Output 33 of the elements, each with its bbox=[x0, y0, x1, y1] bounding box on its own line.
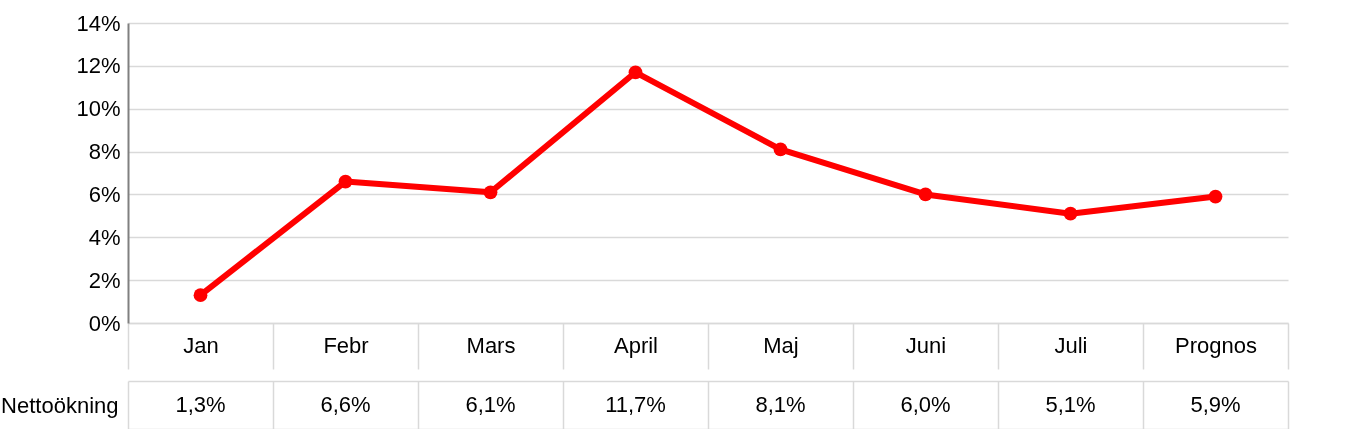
y-tick-label: 4% bbox=[88, 224, 121, 250]
point bbox=[483, 185, 498, 200]
x-tick-label: Maj bbox=[763, 332, 799, 358]
point bbox=[1063, 206, 1078, 221]
data-label: 8,1% bbox=[755, 392, 806, 417]
point bbox=[1208, 189, 1223, 204]
point bbox=[628, 65, 643, 80]
data-label: 5,1% bbox=[1045, 392, 1096, 417]
y-tick-label: 10% bbox=[76, 96, 121, 122]
y-tick-label: 12% bbox=[76, 53, 121, 79]
data-label: 1,3% bbox=[175, 392, 226, 417]
x-tick-label: Jan bbox=[183, 332, 219, 358]
y-tick-label: 14% bbox=[76, 10, 121, 36]
x-tick-label: April bbox=[613, 332, 659, 358]
y-tick-label: 8% bbox=[88, 139, 121, 165]
x-tick-label: Juni bbox=[905, 332, 947, 358]
y-tick-label: 6% bbox=[88, 181, 121, 207]
x-tick-label: Febr bbox=[323, 332, 369, 358]
data-label: 6,1% bbox=[465, 392, 516, 417]
data-label: 5,9% bbox=[1190, 392, 1241, 417]
point bbox=[193, 288, 208, 303]
x-tick-label: Mars bbox=[466, 332, 516, 358]
y-tick-label: 2% bbox=[88, 267, 121, 293]
x-tick-label: Prognos bbox=[1175, 332, 1257, 358]
y-tick-label: 0% bbox=[88, 310, 121, 336]
text: Nettoökning bbox=[1, 392, 119, 418]
data-label: 6,6% bbox=[320, 392, 371, 417]
data-label: 11,7% bbox=[605, 392, 666, 417]
point bbox=[773, 142, 788, 157]
data-label: 6,0% bbox=[900, 392, 951, 417]
point bbox=[918, 187, 933, 202]
x-tick-label: Juli bbox=[1054, 332, 1088, 358]
point bbox=[338, 174, 353, 189]
